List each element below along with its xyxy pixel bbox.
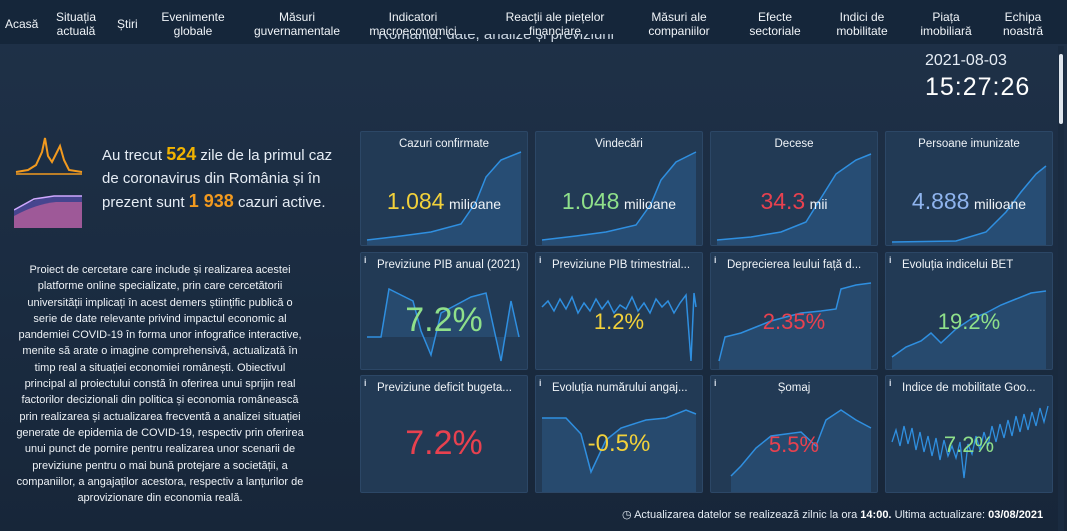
card-indice-bet[interactable]: i Evoluția indicelui BET 19.2%: [885, 252, 1053, 370]
update-info: ◷ Actualizarea datelor se realizează zil…: [622, 509, 1044, 521]
nav-evenimente-globale[interactable]: Evenimente globale: [161, 10, 225, 38]
nav-situatia-actuala[interactable]: Situația actuală: [55, 10, 97, 38]
scrollbar-track[interactable]: [1058, 46, 1064, 531]
info-icon[interactable]: i: [889, 378, 892, 388]
project-description: Proiect de cercetare care include și rea…: [16, 264, 304, 505]
info-icon[interactable]: i: [364, 378, 367, 388]
active-cases-icon: [14, 195, 82, 228]
info-icon[interactable]: i: [889, 255, 892, 265]
employees-chart: [542, 409, 697, 492]
unemployment-chart: [730, 409, 872, 492]
nav-stiri[interactable]: Știri: [117, 17, 138, 31]
hero-summary: Au trecut 524 zile de la primul caz de c…: [102, 144, 333, 211]
mobility-chart: [891, 405, 1049, 479]
info-icon[interactable]: i: [714, 255, 717, 265]
gdp-quarterly-chart: [541, 292, 697, 362]
current-date: 2021-08-03: [925, 52, 1007, 69]
bet-index-chart: [891, 290, 1047, 369]
card-pib-anual[interactable]: i Previziune PIB anual (2021) 7.2%: [360, 252, 528, 370]
case-curve-icon: [15, 137, 83, 175]
info-icon[interactable]: i: [539, 255, 542, 265]
card-somaj[interactable]: i Șomaj 5.5%: [710, 375, 878, 493]
nav-efecte-sectoriale[interactable]: Efecte sectoriale: [749, 10, 801, 38]
nav-masuri-guvernamentale[interactable]: Măsuri guvernamentale: [253, 10, 341, 38]
clock-icon: ◷: [622, 509, 632, 521]
leu-depreciation-chart: [718, 282, 872, 369]
card-decese[interactable]: Decese 34.3 mii: [710, 131, 878, 246]
info-icon[interactable]: i: [714, 378, 717, 388]
scrollbar-thumb[interactable]: [1059, 54, 1063, 124]
days-count: 524: [166, 144, 197, 164]
nav-acasa[interactable]: Acasă: [5, 17, 39, 31]
gdp-annual-chart: [367, 287, 520, 362]
card-pib-trimestrial[interactable]: i Previziune PIB trimestrial... 1.2%: [535, 252, 703, 370]
nav-reactii-piete-financiare[interactable]: Reacții ale piețelor financiare: [505, 10, 605, 38]
card-persoane-imunizate[interactable]: Persoane imunizate 4.888 milioane: [885, 131, 1053, 246]
card-cazuri-confirmate[interactable]: Cazuri confirmate 1.084 milioane: [360, 131, 528, 246]
confirmed-trend-chart: [366, 151, 522, 245]
top-navigation: Acasă Situația actuală Știri Evenimente …: [0, 0, 1067, 44]
info-icon[interactable]: i: [364, 255, 367, 265]
nav-indici-mobilitate[interactable]: Indici de mobilitate: [836, 10, 888, 38]
page-subtitle: România: date, analize și previziuni: [378, 34, 614, 43]
card-numar-angajati[interactable]: i Evoluția numărului angaj... -0.5%: [535, 375, 703, 493]
card-deficit-bugetar[interactable]: i Previziune deficit bugeta... 7.2%: [360, 375, 528, 493]
current-time: 15:27:26: [925, 73, 1031, 101]
recovered-trend-chart: [541, 151, 697, 245]
info-icon[interactable]: i: [539, 378, 542, 388]
nav-echipa-noastra[interactable]: Echipa noastră: [1002, 10, 1044, 38]
nav-piata-imobiliara[interactable]: Piața imobiliară: [920, 10, 972, 38]
deaths-trend-chart: [716, 153, 872, 245]
card-depreciere-leu[interactable]: i Deprecierea leului față d... 2.35%: [710, 252, 878, 370]
vaccinated-trend-chart: [891, 165, 1047, 245]
active-cases-count: 1 938: [188, 191, 234, 211]
card-indice-mobilitate[interactable]: i Indice de mobilitate Goo... 7.2%: [885, 375, 1053, 493]
nav-indicatori-macroeconomici[interactable]: Indicatori macroeconomici: [369, 10, 457, 38]
card-vindecari[interactable]: Vindecări 1.048 milioane: [535, 131, 703, 246]
nav-masuri-companii[interactable]: Măsuri ale companiilor: [648, 10, 710, 38]
